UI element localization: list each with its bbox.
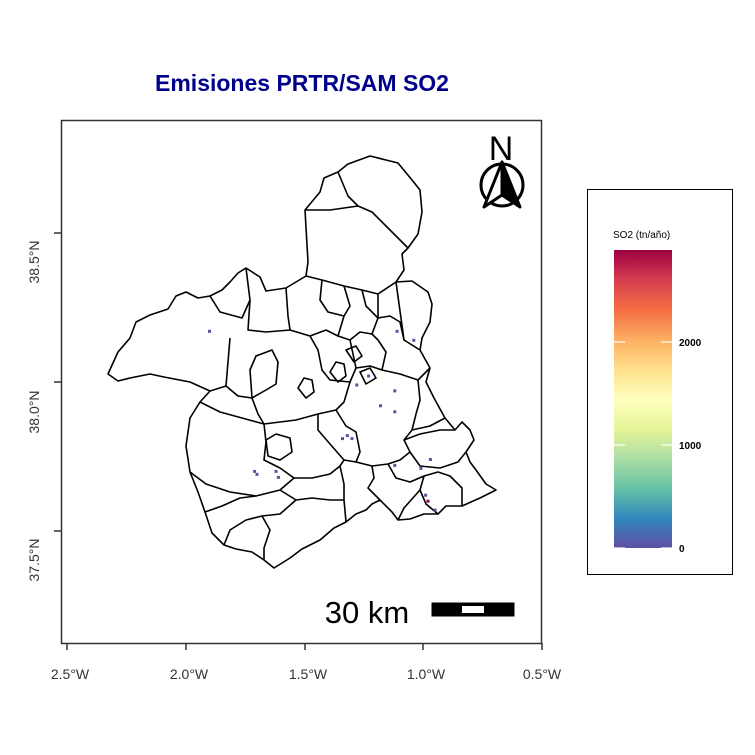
boundary-line [247, 299, 291, 333]
boundary-line [403, 339, 421, 351]
boundary-line [337, 317, 379, 341]
boundary-line [337, 171, 359, 207]
emission-point [255, 472, 259, 476]
legend-tick-label: 1000 [679, 441, 702, 452]
enclave-outline [297, 377, 315, 399]
boundary-line [381, 367, 431, 381]
emission-point [345, 434, 349, 438]
boundary-line [409, 451, 467, 469]
boundary-line [411, 379, 421, 431]
boundary-line [335, 409, 361, 463]
emission-point [412, 338, 416, 342]
emission-point [274, 469, 278, 473]
emission-point [253, 469, 257, 473]
boundary-line [189, 471, 295, 497]
emission-point [395, 329, 399, 333]
y-tick-label: 38.0°N [26, 391, 42, 434]
boundary-line [305, 205, 409, 249]
legend: SO2 (tn/año) 0 1000 2000 [587, 189, 733, 575]
x-tick-label: 0.5°W [523, 666, 562, 682]
north-arrow: N [479, 130, 525, 209]
emission-points [208, 329, 437, 512]
boundary-line [204, 495, 257, 513]
boundary-line [411, 417, 446, 431]
emission-point [424, 493, 428, 497]
boundary-line [377, 281, 405, 341]
emission-point [341, 437, 344, 441]
enclave-outline [359, 367, 377, 385]
boundary-line [261, 499, 297, 517]
boundary-line [397, 489, 421, 521]
boundary-line [263, 414, 345, 479]
boundary-line [225, 337, 279, 399]
boundary-line [419, 475, 439, 515]
y-tick-label: 38.5°N [26, 241, 42, 284]
emission-point [355, 383, 359, 387]
emission-point [276, 475, 280, 479]
emission-point [350, 437, 354, 441]
emission-point [426, 499, 430, 503]
scale-bar-label: 30 km [325, 595, 409, 630]
region-boundaries [107, 155, 497, 569]
boundary-line [319, 279, 351, 317]
boundary-line [403, 429, 455, 441]
emission-point [393, 389, 397, 393]
emission-point [208, 329, 211, 333]
boundary-line [209, 385, 227, 392]
emission-point [428, 458, 432, 461]
boundary-line [355, 333, 387, 371]
boundary-line [209, 267, 251, 319]
boundary-line [339, 465, 347, 523]
legend-title: SO2 (tn/año) [613, 230, 670, 241]
boundary-line [305, 275, 397, 295]
x-tick-label: 2.5°W [51, 666, 90, 682]
emission-point [367, 374, 371, 378]
boundary-line [285, 287, 291, 331]
enclave-outline [345, 345, 363, 363]
x-tick-label: 1.0°W [407, 666, 446, 682]
axes [54, 232, 543, 650]
emission-point [393, 410, 397, 414]
boundary-line [367, 465, 381, 501]
legend-colorbar [614, 250, 672, 548]
legend-tick-label: 2000 [679, 338, 702, 349]
emission-point [379, 404, 382, 408]
x-tick-label: 1.5°W [289, 666, 328, 682]
map-title: Emisiones PRTR/SAM SO2 [155, 70, 449, 96]
boundary-line [361, 289, 379, 319]
scale-bar-segment [462, 606, 484, 613]
emission-point [419, 466, 423, 470]
boundary-line [387, 463, 463, 506]
y-tick-label: 37.5°N [26, 539, 42, 582]
emission-point [393, 463, 397, 467]
boundary-line [251, 381, 351, 425]
scale-bar: 30 km [325, 595, 515, 630]
boundary-line [279, 489, 344, 501]
enclave-outline [329, 361, 347, 383]
boundary-line [289, 315, 345, 337]
x-tick-label: 2.0°W [170, 666, 209, 682]
legend-tick-label: 0 [679, 544, 685, 555]
boundary-line [199, 401, 265, 425]
emission-point [433, 508, 437, 512]
north-arrow-icon [479, 160, 525, 209]
region-outline [107, 155, 497, 569]
enclave-outline [265, 433, 293, 461]
